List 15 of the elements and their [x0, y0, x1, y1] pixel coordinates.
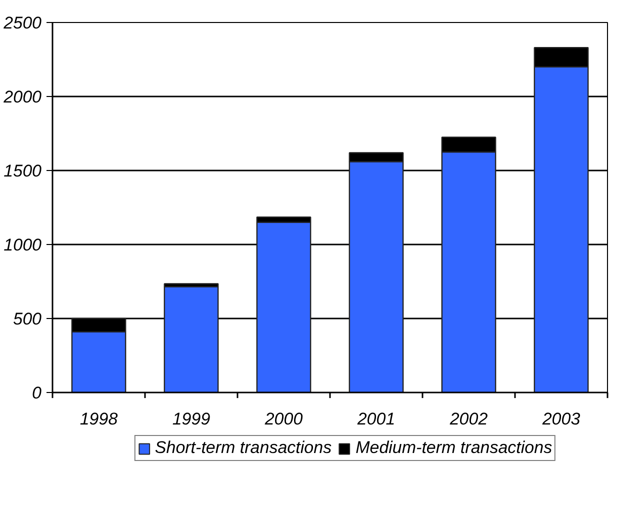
- bar: [164, 286, 219, 392]
- legend-label: Medium-term transactions: [356, 438, 552, 458]
- y-tick-label: 1500: [4, 162, 42, 180]
- x-tick-label: 2001: [356, 410, 396, 428]
- y-tick-label: 2000: [2, 88, 42, 106]
- x-tick-label: 1999: [172, 410, 211, 428]
- x-tick-label: 2003: [541, 410, 581, 428]
- y-tick-label: 0: [32, 384, 42, 402]
- y-tick-label: 2500: [2, 14, 42, 32]
- x-tick-label: 2002: [448, 410, 488, 428]
- y-tick-label: 1000: [4, 236, 42, 254]
- legend-label: Short-term transactions: [154, 438, 332, 458]
- y-tick-label: 500: [13, 310, 42, 328]
- x-tick-label: 1998: [80, 410, 118, 428]
- x-tick-label: 2000: [264, 410, 304, 428]
